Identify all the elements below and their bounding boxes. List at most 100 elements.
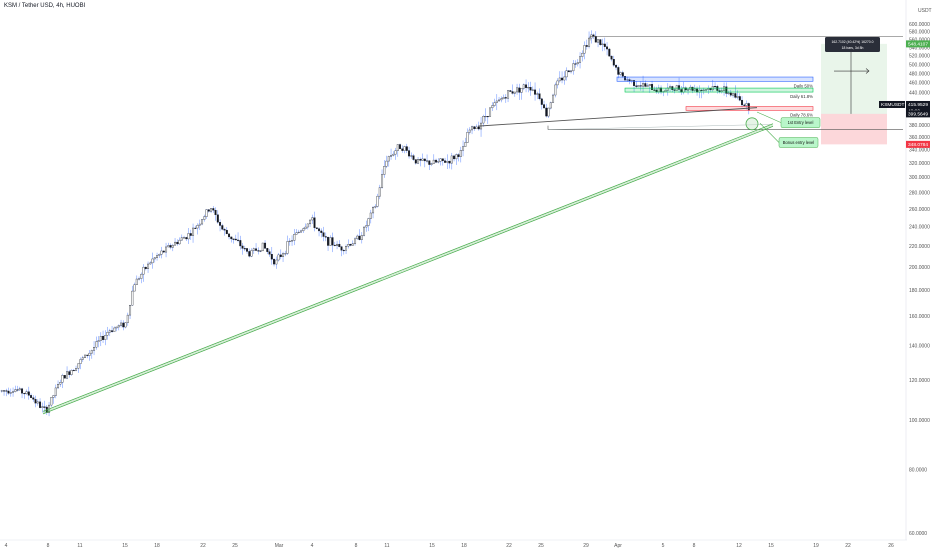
- candle-body: [725, 86, 728, 94]
- candle-body: [525, 84, 528, 88]
- candle-body: [86, 354, 89, 356]
- candle-body: [500, 98, 503, 101]
- candle-body: [61, 375, 64, 383]
- candle-body: [266, 248, 269, 252]
- candle-body: [390, 155, 393, 157]
- candle-body: [349, 244, 352, 246]
- candle-body: [133, 284, 136, 292]
- candle-body: [241, 245, 244, 249]
- candle-body: [527, 87, 530, 89]
- candle-body: [243, 248, 246, 250]
- candle-body: [565, 70, 568, 78]
- candle-body: [495, 100, 498, 103]
- candle-body: [653, 89, 656, 91]
- candle-body: [536, 93, 539, 95]
- candle-body: [664, 90, 667, 92]
- candle-body: [626, 79, 629, 81]
- candle-body: [599, 39, 602, 45]
- candle-body: [612, 59, 615, 66]
- candle-body: [430, 163, 433, 165]
- candle-body: [90, 350, 93, 354]
- candle-body: [77, 363, 80, 369]
- candle-body: [441, 158, 444, 161]
- candle-body: [516, 87, 519, 93]
- candle-body: [320, 230, 323, 233]
- candle-body: [603, 43, 606, 47]
- candle-body: [459, 150, 462, 157]
- candle-body: [102, 335, 105, 340]
- price-tag-box: [906, 100, 930, 108]
- candle-body: [624, 76, 627, 81]
- candle-body: [207, 209, 210, 212]
- candle-body: [122, 322, 125, 328]
- candle-body: [705, 89, 708, 91]
- candle-body: [405, 146, 408, 151]
- candle-body: [70, 370, 73, 375]
- support-trendline: [477, 107, 758, 127]
- candle-body: [707, 88, 710, 90]
- zone-label: Daily 61.8%: [790, 94, 813, 99]
- y-tick-label: 560.0000: [909, 37, 930, 43]
- x-tick-label: Mar: [275, 543, 284, 549]
- x-tick-label: 12: [736, 543, 742, 549]
- candle-body: [621, 72, 624, 77]
- candle-body: [601, 43, 604, 45]
- candle-body: [223, 229, 226, 231]
- candle-body: [585, 45, 588, 47]
- candle-body: [167, 245, 170, 248]
- candle-body: [43, 406, 46, 408]
- candle-body: [374, 206, 377, 208]
- x-tick-label: 4: [5, 543, 8, 549]
- x-tick-label: 26: [888, 543, 894, 549]
- candle-body: [408, 150, 411, 157]
- candle-body: [462, 146, 465, 151]
- candle-body: [246, 248, 249, 252]
- candle-body: [131, 290, 134, 306]
- candle-body: [104, 335, 107, 340]
- candle-body: [318, 228, 321, 232]
- candle-body: [205, 209, 208, 217]
- candle-body: [583, 45, 586, 54]
- candle-body: [464, 142, 467, 147]
- candle-body: [216, 214, 219, 223]
- measure-hline-arrowhead: [865, 68, 870, 74]
- candle-body: [180, 237, 183, 241]
- candle-body: [79, 359, 82, 364]
- candle-body: [340, 246, 343, 251]
- zone-box: [624, 87, 814, 93]
- measure-label-box: [825, 37, 880, 52]
- candle-body: [331, 237, 334, 246]
- candle-body: [448, 160, 451, 164]
- zone-label: Daily 50%: [794, 83, 814, 88]
- candle-body: [383, 166, 386, 175]
- candle-body: [372, 207, 375, 214]
- candle-body: [399, 144, 402, 149]
- candle-body: [709, 88, 712, 91]
- x-tick-label: 8: [693, 543, 696, 549]
- candle-body: [473, 126, 476, 130]
- candle-body: [444, 160, 447, 163]
- price-tag-box: [906, 40, 930, 48]
- candle-body: [743, 104, 746, 106]
- candle-body: [261, 242, 264, 252]
- candle-body: [284, 253, 287, 255]
- candle-body: [327, 237, 330, 246]
- candle-body: [257, 250, 260, 252]
- candle-body: [268, 251, 271, 255]
- candle-body: [32, 397, 35, 400]
- candle-body: [716, 86, 719, 91]
- candle-body: [214, 210, 217, 215]
- candle-body: [417, 159, 420, 164]
- candle-body: [738, 96, 741, 101]
- candle-body: [545, 107, 548, 117]
- x-tick-label: 19: [813, 543, 819, 549]
- candle-body: [230, 236, 233, 240]
- x-tick-label: 5: [662, 543, 665, 549]
- candle-body: [732, 93, 735, 96]
- candle-body: [313, 217, 316, 228]
- x-tick-label: 4: [311, 543, 314, 549]
- candle-body: [549, 102, 552, 109]
- candle-body: [419, 159, 422, 161]
